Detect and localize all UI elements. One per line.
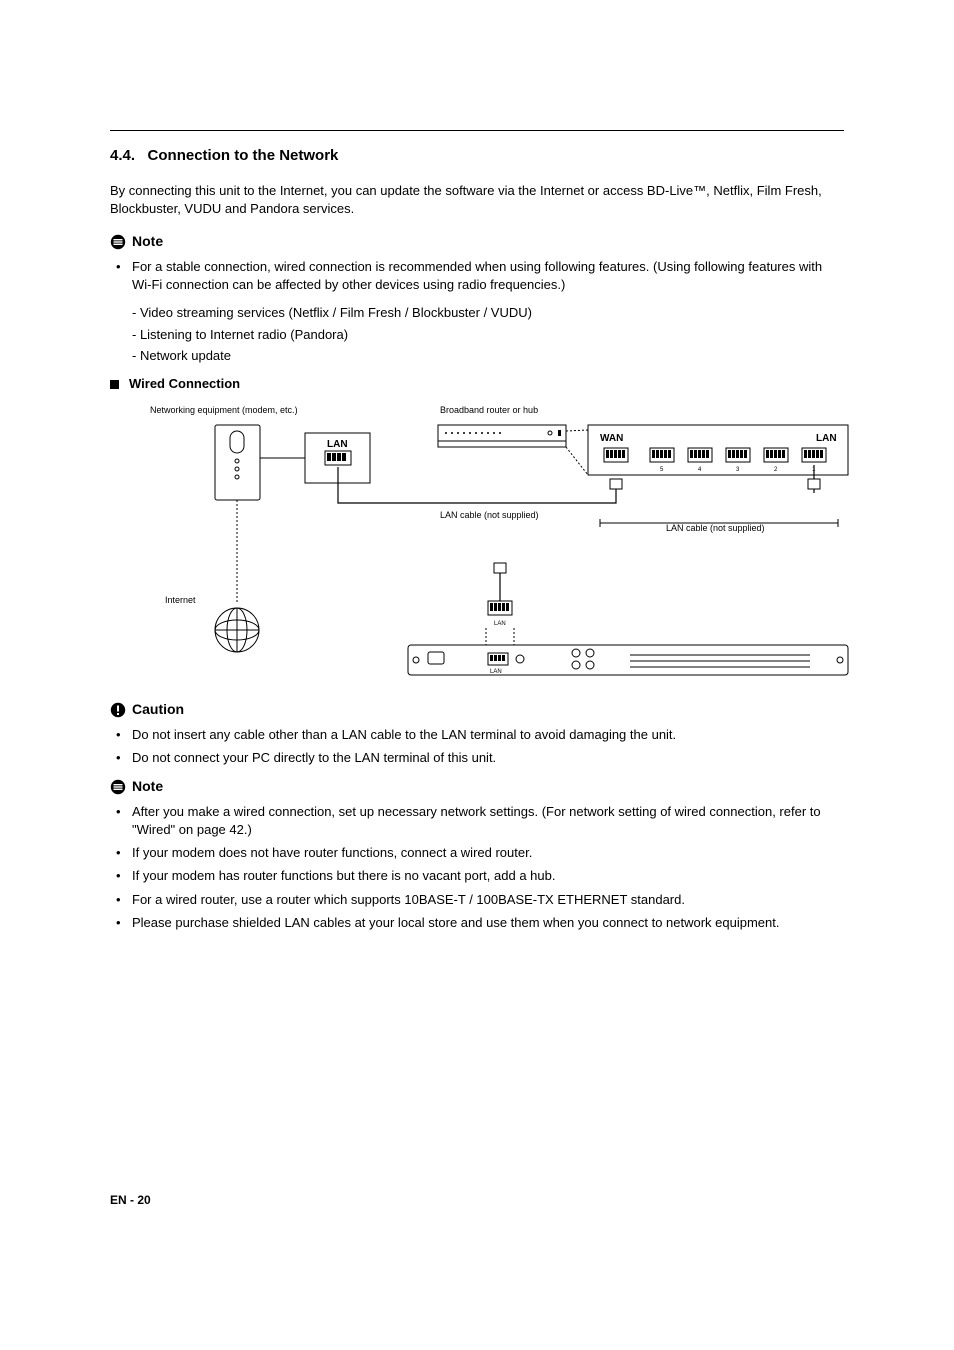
diagram-lan-cable-2: LAN cable (not supplied) [666, 523, 765, 533]
square-bullet-icon [110, 380, 119, 389]
note-label-2: Note [132, 777, 163, 797]
note-icon [110, 234, 126, 250]
footer-lang: EN [110, 1193, 127, 1207]
section-number: 4.4. [110, 147, 135, 164]
diagram-label-netequip: Networking equipment (modem, etc.) [150, 405, 298, 415]
diagram-label-router: Broadband router or hub [440, 405, 538, 415]
diagram-lan-cable-1: LAN cable (not supplied) [440, 510, 539, 520]
footer-page: 20 [137, 1193, 150, 1207]
intro-paragraph: By connecting this unit to the Internet,… [110, 182, 844, 218]
note2-item-5: Please purchase shielded LAN cables at y… [110, 914, 844, 932]
note-icon-2 [110, 779, 126, 795]
note1-item: For a stable connection, wired connectio… [110, 258, 844, 294]
diagram-lan-label-1: LAN [327, 439, 348, 450]
note-label-1: Note [132, 232, 163, 252]
svg-text:LAN: LAN [490, 669, 502, 675]
caution-item-2: Do not connect your PC directly to the L… [110, 749, 844, 767]
note2-item-2: If your modem does not have router funct… [110, 844, 844, 862]
diagram-internet-label: Internet [165, 595, 196, 605]
section-divider [110, 130, 844, 131]
section-heading: Connection to the Network [148, 147, 339, 164]
diagram-wan-label: WAN [600, 433, 623, 444]
note-header-2: Note [110, 777, 844, 797]
diagram-lan-label-2: LAN [816, 433, 837, 444]
caution-item-1: Do not insert any cable other than a LAN… [110, 726, 844, 744]
section-title: 4.4. Connection to the Network [110, 145, 844, 166]
caution-icon [110, 702, 126, 718]
note2-item-1: After you make a wired connection, set u… [110, 803, 844, 839]
note1-sub-1: - Video streaming services (Netflix / Fi… [110, 304, 844, 322]
note1-sub-3: - Network update [110, 347, 844, 365]
caution-label: Caution [132, 700, 184, 720]
page-footer: EN - 20 [110, 1192, 844, 1209]
caution-list: Do not insert any cable other than a LAN… [110, 726, 844, 767]
wired-connection-heading: Wired Connection [110, 375, 844, 393]
note2-list: After you make a wired connection, set u… [110, 803, 844, 932]
note1-sub-2: - Listening to Internet radio (Pandora) [110, 326, 844, 344]
note2-item-4: For a wired router, use a router which s… [110, 891, 844, 909]
network-diagram: .lbl { font-family: Arial, sans-serif; f… [110, 403, 844, 688]
note-header-1: Note [110, 232, 844, 252]
note1-list: For a stable connection, wired connectio… [110, 258, 844, 294]
note2-item-3: If your modem has router functions but t… [110, 867, 844, 885]
caution-header: Caution [110, 700, 844, 720]
wired-label: Wired Connection [129, 375, 240, 393]
footer-sep: - [127, 1193, 138, 1207]
svg-text:LAN: LAN [494, 621, 506, 627]
